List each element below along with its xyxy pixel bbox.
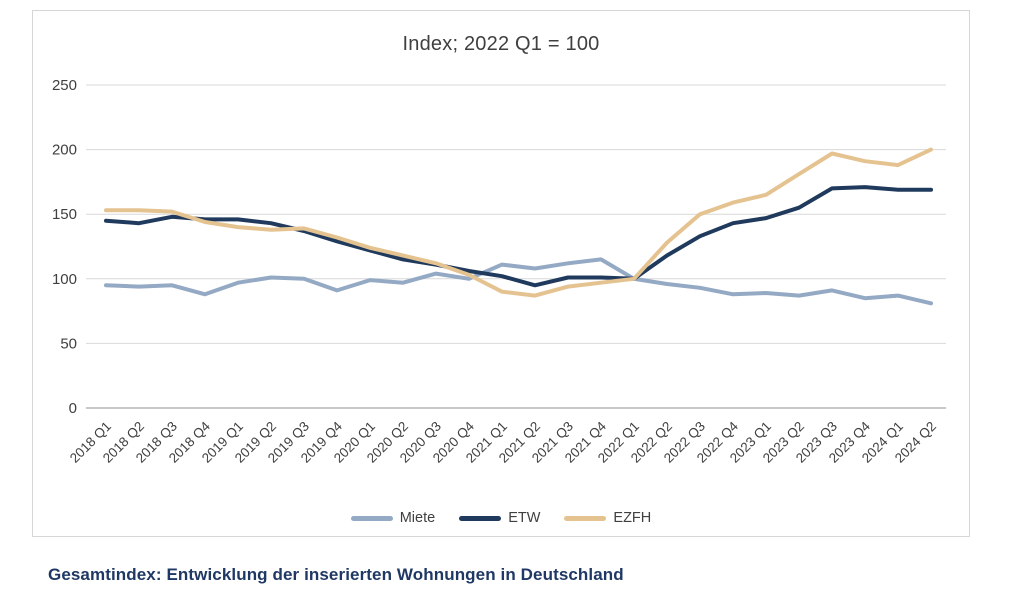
miete-line-swatch (350, 515, 393, 521)
series-line-miete (104, 257, 933, 306)
series-line-etw (104, 185, 933, 288)
legend-label-miete: Miete (399, 510, 436, 526)
y-tick-label: 100 (52, 271, 77, 288)
y-tick-label: 250 (52, 77, 77, 94)
legend-item-miete: Miete (350, 510, 436, 526)
series-line-ezfh (104, 147, 933, 298)
chart-caption: Gesamtindex: Entwicklung der inserierten… (48, 565, 624, 584)
chart-legend: Miete ETW EZFH (33, 510, 969, 526)
y-tick-label: 200 (52, 142, 77, 159)
legend-item-etw: ETW (459, 510, 540, 526)
y-tick-label: 50 (60, 335, 77, 352)
chart-title: Index; 2022 Q1 = 100 (402, 33, 600, 55)
legend-label-ezfh: EZFH (613, 510, 652, 526)
etw-line-swatch (459, 515, 502, 521)
ezfh-line-swatch (564, 515, 607, 521)
legend-item-ezfh: EZFH (564, 510, 651, 526)
y-tick-label: 0 (69, 400, 77, 417)
y-tick-label: 150 (52, 206, 77, 223)
legend-label-etw: ETW (508, 510, 541, 526)
chart-card: 0 50 100 150 200 250 2018 Q1 2018 Q2 2018 Q3 2018… (32, 10, 970, 537)
